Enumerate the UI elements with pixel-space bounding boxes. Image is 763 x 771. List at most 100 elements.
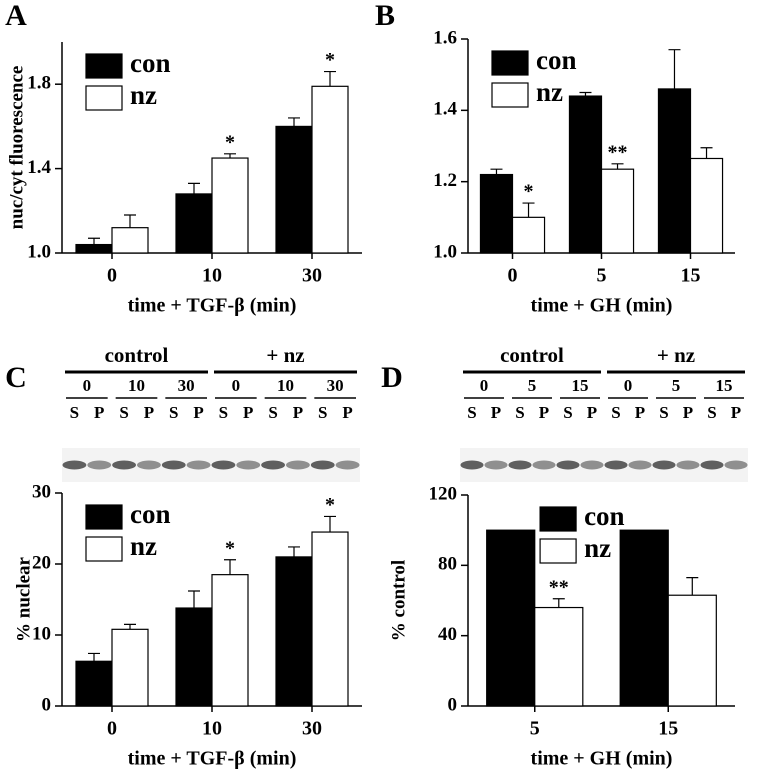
significance-label: ** — [608, 141, 628, 163]
legend-label: nz — [130, 531, 157, 561]
y-tick-label: 1.6 — [433, 27, 457, 48]
x-tick-label: 15 — [681, 265, 701, 287]
blot-band — [724, 460, 748, 470]
blot-fraction-label: S — [707, 403, 716, 422]
x-tick-label: 30 — [302, 718, 322, 740]
blot-background — [62, 448, 360, 482]
y-tick-label: 120 — [429, 483, 458, 504]
blot-group-label: control — [500, 343, 564, 367]
y-tick-label: 10 — [32, 623, 51, 644]
blot-group-label: control — [105, 343, 169, 367]
error-bar — [490, 168, 503, 175]
error-bar — [324, 70, 336, 87]
x-tick-label: 0 — [107, 718, 117, 740]
legend-label: con — [584, 501, 625, 531]
blot-fraction-label: S — [169, 403, 178, 422]
x-tick-label: 30 — [302, 265, 322, 287]
error-bar — [124, 623, 136, 630]
blot-band — [261, 460, 286, 470]
blot-fraction-label: P — [293, 403, 303, 422]
legend-swatch — [85, 53, 123, 79]
error-bar — [552, 598, 565, 608]
blot-band — [62, 460, 87, 470]
blot-fraction-label: P — [731, 403, 741, 422]
x-tick-label: 15 — [658, 718, 678, 740]
y-tick-label: 30 — [32, 481, 51, 502]
error-bar — [288, 117, 300, 127]
blot-band — [484, 460, 508, 470]
y-tick-label: 20 — [32, 552, 51, 573]
x-tick-label: 10 — [202, 265, 222, 287]
y-tick-label: 1.4 — [27, 157, 51, 178]
bar — [211, 574, 249, 707]
y-tick-label: 80 — [438, 554, 457, 575]
bar — [689, 157, 724, 254]
blot-band — [335, 460, 360, 470]
legend-label: con — [536, 45, 577, 75]
y-tick-label: 1.2 — [433, 170, 457, 191]
legend-swatch — [539, 538, 577, 564]
panel-letter: A — [5, 0, 27, 32]
error-bar — [188, 182, 200, 194]
blot-fraction-label: S — [659, 403, 668, 422]
significance-label: ** — [549, 576, 569, 598]
bar — [75, 243, 113, 254]
blot-fraction-label: S — [318, 403, 327, 422]
blot-time-label: 15 — [572, 376, 589, 395]
significance-label: * — [225, 537, 235, 559]
legend-label: con — [130, 48, 171, 78]
blot-fraction-label: S — [515, 403, 524, 422]
error-bar — [700, 147, 713, 159]
blot-time-label: 0 — [232, 376, 241, 395]
legend-swatch — [85, 504, 123, 530]
panel-letter: C — [5, 361, 27, 394]
bar — [568, 95, 603, 254]
blot-time-label: 5 — [672, 376, 681, 395]
blot-band — [310, 460, 335, 470]
significance-label: * — [325, 494, 335, 516]
blot-time-label: 0 — [624, 376, 633, 395]
bar — [511, 216, 546, 254]
error-bar — [188, 590, 200, 609]
blot-fraction-label: P — [491, 403, 501, 422]
blot-group-label: + nz — [266, 343, 304, 367]
blot-fraction-label: S — [119, 403, 128, 422]
blot-time-label: 0 — [480, 376, 489, 395]
legend-swatch — [491, 82, 529, 108]
blot-band — [628, 460, 652, 470]
x-tick-label: 5 — [530, 718, 540, 740]
blot-band — [604, 460, 628, 470]
blot-fraction-label: S — [70, 403, 79, 422]
panel-letter: B — [375, 0, 395, 32]
x-axis-label: time + TGF-β (min) — [128, 748, 297, 770]
blot-band — [676, 460, 700, 470]
y-tick-label: 0 — [42, 694, 52, 715]
legend-label: nz — [536, 77, 563, 107]
y-tick-label: 40 — [438, 624, 457, 645]
blot-fraction-label: P — [539, 403, 549, 422]
error-bar — [324, 515, 336, 533]
blot-fraction-label: P — [683, 403, 693, 422]
error-bar — [88, 237, 100, 245]
y-tick-label: 1.0 — [433, 241, 457, 262]
y-axis-label: nuc/cyt fluorescence — [6, 66, 27, 230]
blot-fraction-label: P — [144, 403, 154, 422]
bar — [667, 594, 717, 707]
significance-label: * — [524, 181, 534, 203]
legend-swatch — [539, 506, 577, 532]
legend-swatch — [85, 85, 123, 111]
blot-band — [211, 460, 236, 470]
error-bar — [288, 546, 300, 557]
significance-label: * — [325, 49, 335, 71]
blot-band — [87, 460, 112, 470]
blot-fraction-label: P — [243, 403, 253, 422]
bar — [111, 628, 149, 707]
x-axis-label: time + TGF-β (min) — [128, 295, 297, 317]
blot-band — [508, 460, 532, 470]
blot-time-label: 0 — [83, 376, 92, 395]
blot-fraction-label: S — [611, 403, 620, 422]
error-bar — [522, 202, 535, 218]
blot-band — [652, 460, 676, 470]
y-axis-label: % nuclear — [13, 556, 34, 642]
